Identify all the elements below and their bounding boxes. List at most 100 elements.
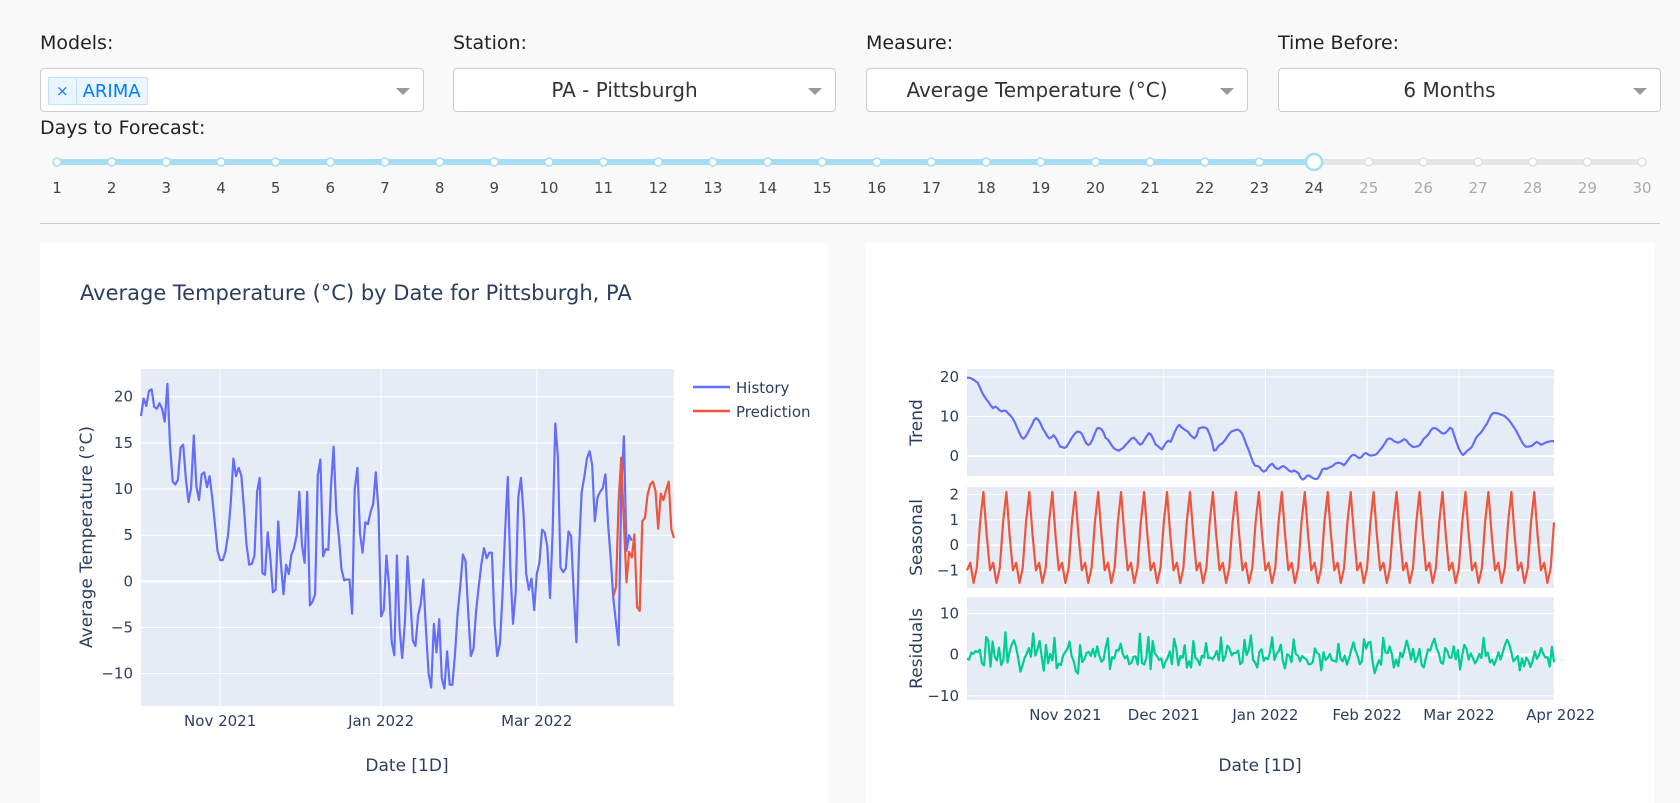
slider-mark[interactable] [380,157,390,167]
chevron-down-icon[interactable] [396,88,410,95]
y-tick-label: −10 [927,687,959,705]
slider-mark[interactable] [872,157,882,167]
station-label: Station: [453,32,527,54]
slider-mark-label: 28 [1523,179,1542,197]
chevron-down-icon[interactable] [808,88,822,95]
slider-mark-label: 21 [1141,179,1160,197]
slider-mark[interactable] [52,157,62,167]
station-dropdown[interactable]: PA - Pittsburgh [453,68,836,112]
slider-mark[interactable] [489,157,499,167]
slider-mark[interactable] [981,157,991,167]
y-tick-label: 15 [114,434,133,452]
slider-mark[interactable] [270,157,281,167]
slider-mark-label: 16 [867,179,886,197]
x-tick-label: Nov 2021 [1029,706,1101,724]
slider-mark-label: 26 [1414,179,1433,197]
x-tick-label: Dec 2021 [1128,706,1200,724]
slider-mark-label: 6 [326,179,336,197]
slider-mark-label: 14 [758,179,777,197]
slider-mark[interactable] [926,157,937,167]
y-axis-label: Average Temperature (°C) [77,426,97,648]
measure-value: Average Temperature (°C) [906,78,1168,102]
measure-label: Measure: [866,32,954,54]
y-tick-label: 10 [114,480,133,498]
station-value: PA - Pittsburgh [551,78,698,102]
x-tick-label: Jan 2022 [347,712,414,730]
y-tick-label: 0 [949,646,959,664]
slider-mark[interactable] [1527,157,1538,167]
slider-mark[interactable] [1145,157,1155,167]
days-to-forecast-slider[interactable]: 1 2 3 4 5 6 7 8 9 10 11 12 13 14 15 16 17 18 19 20 21 22 23 24 2… [0,148,1680,208]
series-line-residuals [966,631,1556,675]
panel-label: Trend [907,399,927,447]
slider-mark-label: 23 [1250,179,1269,197]
y-tick-label: −1 [937,561,959,579]
legend-history[interactable]: History [736,379,789,397]
slider-mark-label: 15 [813,179,832,197]
slider-mark[interactable] [817,157,827,167]
slider-mark[interactable] [161,157,172,167]
y-tick-label: 0 [123,572,133,590]
chevron-down-icon[interactable] [1633,88,1647,95]
series-line-prediction [612,456,676,612]
slider-mark[interactable] [325,157,336,167]
y-tick-label: 0 [949,447,959,465]
slider-mark-label: 12 [649,179,668,197]
chevron-down-icon[interactable] [1220,88,1234,95]
slider-mark-label: 9 [489,179,499,197]
legend-prediction[interactable]: Prediction [736,403,811,421]
slider-mark[interactable] [708,157,718,167]
x-tick-label: Mar 2022 [501,712,572,730]
slider-mark-label: 5 [271,179,281,197]
panel-label: Seasonal [907,499,927,576]
slider-mark-label: 4 [216,179,226,197]
time-before-dropdown[interactable]: 6 Months [1278,68,1661,112]
x-tick-label: Apr 2022 [1526,706,1595,724]
slider-mark[interactable] [653,157,663,167]
slider-mark[interactable] [216,157,226,167]
slider-mark[interactable] [106,157,117,167]
slider-mark[interactable] [544,157,554,167]
temperature-chart: Average Temperature (°C) by Date for Pit… [77,281,811,776]
slider-mark[interactable] [1418,157,1429,167]
slider-mark-label: 22 [1195,179,1214,197]
y-tick-label: 20 [114,388,133,406]
days-to-forecast-label: Days to Forecast: [40,117,206,139]
slider-mark[interactable] [1090,157,1101,167]
slider-mark[interactable] [1036,157,1046,167]
y-tick-label: 20 [940,368,959,386]
y-tick-label: 10 [940,604,959,622]
slider-mark-label: 25 [1359,179,1378,197]
slider-mark[interactable] [762,157,773,167]
slider-mark[interactable] [1637,157,1647,167]
y-tick-label: 0 [949,536,959,554]
slider-mark-label: 3 [162,179,172,197]
slider-mark[interactable] [1200,157,1210,167]
measure-dropdown[interactable]: Average Temperature (°C) [866,68,1248,112]
slider-mark-label: 27 [1468,179,1487,197]
slider-mark[interactable] [598,157,609,167]
x-axis-label: Date [1D] [365,756,448,776]
chip-label: ARIMA [82,80,141,102]
slider-mark-label: 13 [703,179,722,197]
divider [40,223,1660,224]
slider-mark[interactable] [1473,157,1483,167]
slider-mark[interactable] [1582,157,1593,167]
slider-mark-label: 30 [1632,179,1651,197]
models-dropdown[interactable]: × ARIMA [40,68,424,112]
slider-mark[interactable] [1254,157,1265,167]
panel-residuals [967,597,1554,700]
remove-chip-icon[interactable]: × [49,78,77,104]
model-chip-arima: × ARIMA [48,77,148,105]
slider-mark[interactable] [434,157,445,167]
slider-mark-label: 29 [1578,179,1597,197]
slider-mark-label: 20 [1086,179,1105,197]
slider-mark[interactable] [1363,157,1374,167]
x-tick-label: Mar 2022 [1423,706,1494,724]
y-tick-label: 5 [123,526,133,544]
slider-mark-label: 11 [594,179,613,197]
slider-handle[interactable] [1304,152,1324,172]
x-tick-label: Nov 2021 [184,712,256,730]
y-tick-label: 2 [949,486,959,504]
